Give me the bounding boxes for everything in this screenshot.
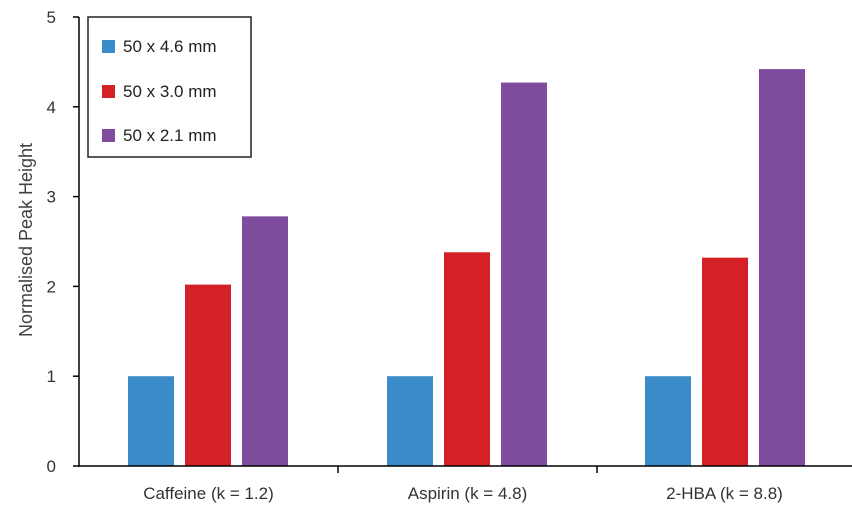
y-tick-label-1: 1 <box>47 367 56 386</box>
legend: 50 x 4.6 mm 50 x 3.0 mm 50 x 2.1 mm <box>87 16 252 158</box>
legend-swatch-3 <box>102 129 115 142</box>
y-tick-label-5: 5 <box>47 8 56 27</box>
legend-swatch-1 <box>102 40 115 53</box>
bar-2-series-3 <box>501 82 547 466</box>
bars-group <box>128 69 805 467</box>
bar-2-series-2 <box>444 252 490 466</box>
bar-1-series-2 <box>185 284 231 466</box>
y-tick-label-3: 3 <box>47 188 56 207</box>
bar-3-series-2 <box>702 257 748 466</box>
bar-1-series-3 <box>242 216 288 466</box>
axes-group: 0 1 2 3 4 5 Caffeine (k = 1.2) Aspirin (k = 4.8… <box>47 8 852 503</box>
y-tick-label-2: 2 <box>47 277 56 296</box>
x-tick-label-1: Caffeine (k = 1.2) <box>143 484 274 503</box>
legend-label-3: 50 x 2.1 mm <box>123 126 217 145</box>
y-tick-label-4: 4 <box>47 98 56 117</box>
legend-label-2: 50 x 3.0 mm <box>123 82 217 101</box>
x-tick-label-2: Aspirin (k = 4.8) <box>408 484 528 503</box>
bar-1-series-1 <box>128 376 174 466</box>
x-tick-label-3: 2-HBA (k = 8.8) <box>666 484 783 503</box>
legend-label-1: 50 x 4.6 mm <box>123 37 217 56</box>
legend-swatch-2 <box>102 85 115 98</box>
bar-3-series-3 <box>759 69 805 467</box>
bar-2-series-1 <box>387 376 433 466</box>
legend-frame <box>87 16 252 158</box>
bar-3-series-1 <box>645 376 691 466</box>
y-tick-label-0: 0 <box>47 457 56 476</box>
y-axis-title: Normalised Peak Height <box>16 143 36 337</box>
